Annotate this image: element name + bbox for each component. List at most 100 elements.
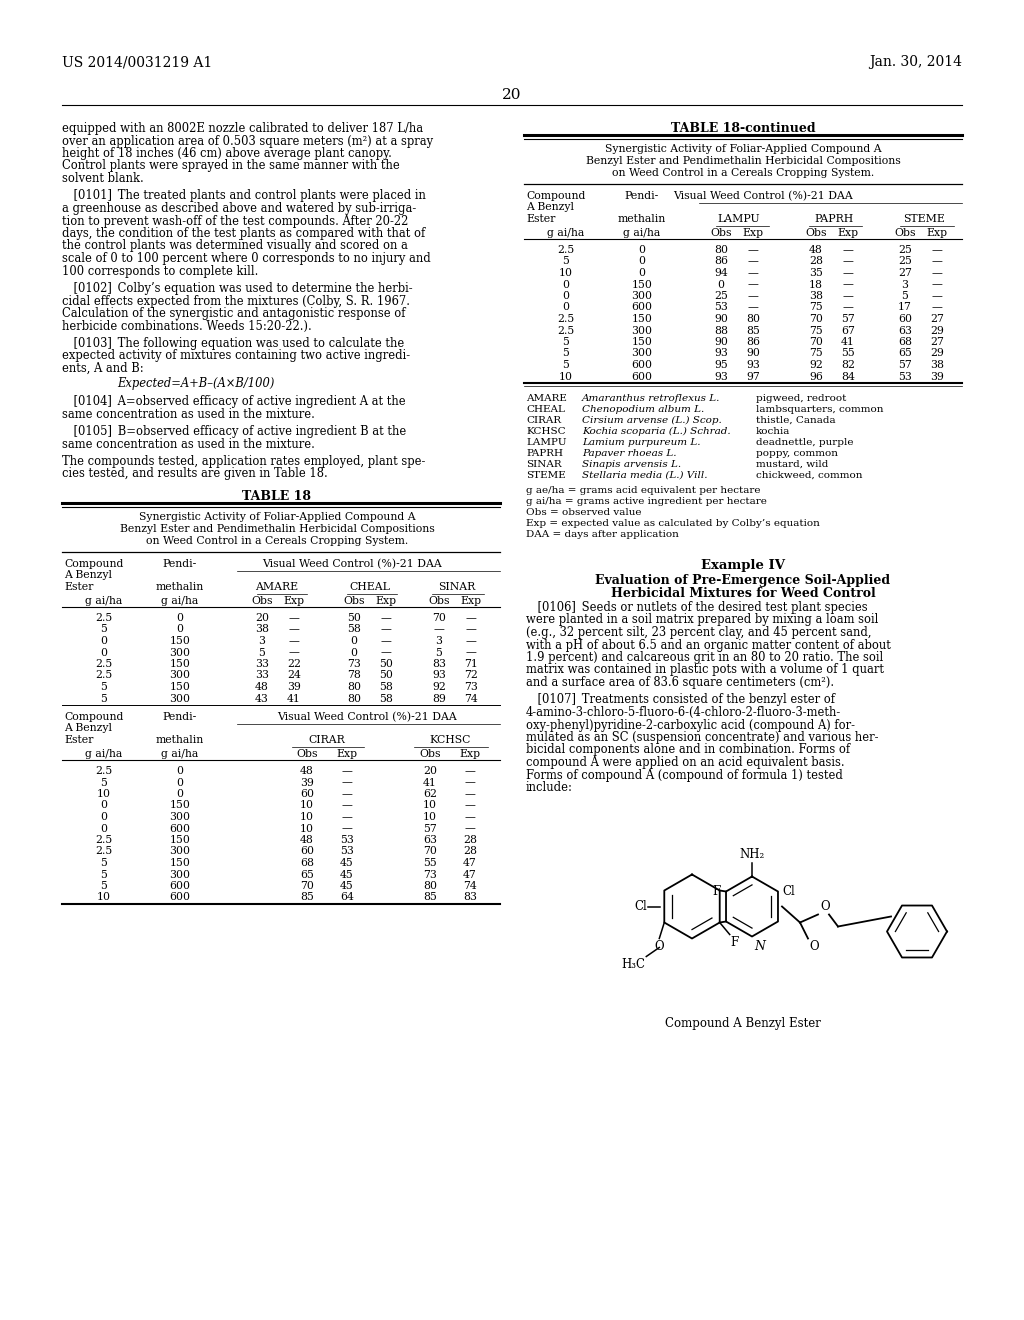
Text: 62: 62 [423, 789, 437, 799]
Text: 4-amino-3-chloro-5-fluoro-6-(4-chloro-2-fluoro-3-meth-: 4-amino-3-chloro-5-fluoro-6-(4-chloro-2-… [526, 706, 842, 719]
Text: 150: 150 [170, 682, 190, 692]
Text: [0102] Colby’s equation was used to determine the herbi-: [0102] Colby’s equation was used to dete… [62, 282, 413, 294]
Text: 73: 73 [347, 659, 360, 669]
Text: 10: 10 [559, 371, 573, 381]
Text: Compound: Compound [526, 191, 586, 201]
Text: —: — [465, 766, 475, 776]
Text: 600: 600 [170, 880, 190, 891]
Text: Visual Weed Control (%)-21 DAA: Visual Weed Control (%)-21 DAA [673, 191, 853, 202]
Text: 74: 74 [464, 693, 478, 704]
Text: herbicide combinations. Weeds 15:20-22.).: herbicide combinations. Weeds 15:20-22.)… [62, 319, 311, 333]
Text: [0101] The treated plants and control plants were placed in: [0101] The treated plants and control pl… [62, 190, 426, 202]
Text: bicidal components alone and in combination. Forms of: bicidal components alone and in combinat… [526, 743, 850, 756]
Text: 73: 73 [464, 682, 478, 692]
Text: Jan. 30, 2014: Jan. 30, 2014 [869, 55, 962, 69]
Text: Pendi-: Pendi- [625, 191, 659, 201]
Text: 3: 3 [258, 636, 265, 645]
Text: 70: 70 [809, 337, 823, 347]
Text: Cl: Cl [634, 900, 647, 913]
Text: 0: 0 [100, 812, 108, 822]
Text: 85: 85 [300, 892, 314, 903]
Text: same concentration as used in the mixture.: same concentration as used in the mixtur… [62, 408, 314, 421]
Text: 58: 58 [379, 693, 393, 704]
Text: 3: 3 [901, 280, 908, 289]
Text: —: — [381, 612, 391, 623]
Text: 48: 48 [255, 682, 269, 692]
Text: 57: 57 [423, 824, 437, 833]
Text: 5: 5 [100, 682, 108, 692]
Text: —: — [342, 789, 352, 799]
Text: 29: 29 [930, 326, 944, 335]
Text: 64: 64 [340, 892, 354, 903]
Text: Sinapis arvensis L.: Sinapis arvensis L. [582, 459, 681, 469]
Text: 2.5: 2.5 [557, 314, 574, 323]
Text: mulated as an SC (suspension concentrate) and various her-: mulated as an SC (suspension concentrate… [526, 731, 879, 744]
Text: 41: 41 [423, 777, 437, 788]
Text: Herbicidal Mixtures for Weed Control: Herbicidal Mixtures for Weed Control [610, 587, 876, 601]
Text: —: — [843, 290, 853, 301]
Text: Ester: Ester [63, 582, 93, 591]
Text: 75: 75 [809, 302, 823, 313]
Text: —: — [748, 280, 759, 289]
Text: 18: 18 [809, 280, 823, 289]
Text: 86: 86 [714, 256, 728, 267]
Text: 70: 70 [300, 880, 314, 891]
Text: 45: 45 [340, 880, 354, 891]
Text: 53: 53 [898, 371, 912, 381]
Text: Exp: Exp [284, 597, 304, 606]
Text: matrix was contained in plastic pots with a volume of 1 quart: matrix was contained in plastic pots wit… [526, 664, 884, 676]
Text: 43: 43 [255, 693, 269, 704]
Text: 48: 48 [300, 766, 314, 776]
Text: pigweed, redroot: pigweed, redroot [756, 393, 847, 403]
Text: —: — [342, 824, 352, 833]
Text: —: — [466, 612, 476, 623]
Text: H₃C: H₃C [622, 957, 645, 970]
Text: 0: 0 [100, 800, 108, 810]
Text: methalin: methalin [617, 214, 667, 224]
Text: 33: 33 [255, 659, 269, 669]
Text: g ai/ha: g ai/ha [85, 597, 123, 606]
Text: 47: 47 [463, 858, 477, 869]
Text: —: — [342, 800, 352, 810]
Text: 17: 17 [898, 302, 912, 313]
Text: —: — [748, 302, 759, 313]
Text: 0: 0 [176, 612, 183, 623]
Text: 600: 600 [170, 824, 190, 833]
Text: Exp: Exp [838, 228, 858, 238]
Text: —: — [843, 256, 853, 267]
Text: 71: 71 [464, 659, 478, 669]
Text: 28: 28 [809, 256, 823, 267]
Text: 39: 39 [930, 371, 944, 381]
Text: Exp: Exp [461, 597, 481, 606]
Text: 300: 300 [632, 290, 652, 301]
Text: 63: 63 [423, 836, 437, 845]
Text: Pendi-: Pendi- [163, 558, 198, 569]
Text: 75: 75 [809, 348, 823, 359]
Text: 58: 58 [379, 682, 393, 692]
Text: 0: 0 [562, 280, 569, 289]
Text: 150: 150 [170, 858, 190, 869]
Text: 90: 90 [714, 337, 728, 347]
Text: poppy, common: poppy, common [756, 449, 838, 458]
Text: —: — [748, 256, 759, 267]
Text: —: — [466, 636, 476, 645]
Text: 2.5: 2.5 [95, 612, 113, 623]
Text: 38: 38 [809, 290, 823, 301]
Text: 150: 150 [170, 636, 190, 645]
Text: Ester: Ester [63, 735, 93, 744]
Text: A Benzyl: A Benzyl [526, 202, 574, 213]
Text: 150: 150 [170, 836, 190, 845]
Text: 150: 150 [170, 800, 190, 810]
Text: 70: 70 [809, 314, 823, 323]
Text: 0: 0 [176, 789, 183, 799]
Text: 27: 27 [898, 268, 912, 279]
Text: TABLE 18-continued: TABLE 18-continued [671, 121, 815, 135]
Text: 10: 10 [97, 892, 111, 903]
Text: 92: 92 [809, 360, 823, 370]
Text: height of 18 inches (46 cm) above average plant canopy.: height of 18 inches (46 cm) above averag… [62, 147, 392, 160]
Text: CIRAR: CIRAR [308, 735, 345, 744]
Text: 88: 88 [714, 326, 728, 335]
Text: AMARE: AMARE [255, 582, 299, 591]
Text: 38: 38 [930, 360, 944, 370]
Text: 0: 0 [100, 648, 108, 657]
